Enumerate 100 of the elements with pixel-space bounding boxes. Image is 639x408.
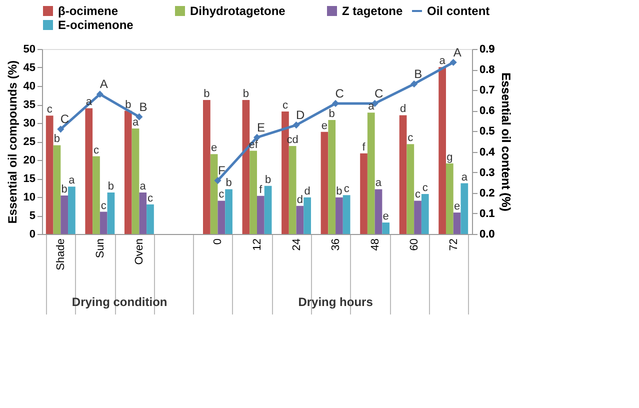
data-label: b — [204, 88, 210, 100]
data-label: e — [210, 142, 218, 154]
data-label: a — [439, 55, 446, 68]
data-label: b — [264, 174, 272, 186]
data-label: b — [328, 108, 335, 120]
y-tick-label: 20 — [23, 154, 36, 166]
x-tick-label: 12 — [252, 238, 264, 251]
data-label: b — [226, 177, 232, 190]
text: Drying hours — [298, 295, 374, 309]
data-label: f — [259, 184, 264, 196]
data-label: c — [93, 144, 100, 156]
y2-tick-label: 0.5 — [480, 126, 495, 138]
y-tick-label: 40 — [23, 80, 36, 92]
data-label: a — [140, 180, 147, 193]
y-tick-label: 45 — [23, 62, 36, 74]
data-label: c — [218, 188, 225, 201]
data-label: a — [132, 116, 140, 129]
bar — [124, 110, 132, 234]
bar — [107, 192, 115, 234]
data-label: a — [461, 171, 468, 184]
bar — [100, 212, 108, 234]
y-tick-label: 10 — [23, 192, 36, 204]
data-label: A — [100, 77, 108, 92]
point — [410, 80, 418, 88]
data-label: b — [54, 133, 60, 146]
data-label: c — [46, 104, 53, 116]
data-label: b — [125, 98, 132, 111]
data-label: b — [108, 180, 114, 193]
bar — [218, 200, 226, 234]
data-label: c — [408, 132, 414, 144]
bar — [320, 132, 328, 234]
data-label: b — [242, 88, 250, 100]
y-tick-label: 5 — [29, 210, 36, 222]
bar — [257, 196, 264, 234]
x-tick-label: Oven — [134, 238, 146, 265]
bar — [406, 144, 414, 234]
point — [214, 177, 222, 184]
legend-label: Z tagetone — [342, 4, 403, 18]
y-tick-label: 0 — [29, 228, 36, 240]
bar — [85, 108, 93, 234]
bar — [139, 192, 147, 234]
point — [292, 122, 300, 129]
bar — [288, 146, 296, 234]
data-label: c — [344, 183, 350, 196]
data-label: B — [414, 66, 422, 81]
x-tick-label: 48 — [369, 238, 382, 251]
bar — [264, 186, 272, 234]
y-tick-label: 25 — [23, 136, 36, 148]
bar — [250, 150, 257, 234]
data-label: d — [304, 185, 310, 198]
y2-tick-label: 0.4 — [480, 146, 496, 158]
x-tick-label: 36 — [330, 238, 342, 251]
y2-tick-label: 0.6 — [480, 105, 495, 118]
data-label: C — [374, 86, 384, 100]
bar — [296, 206, 304, 234]
data-label: D — [296, 108, 305, 122]
bar — [132, 128, 140, 234]
bar — [421, 194, 429, 234]
data-label: e — [382, 210, 389, 223]
text: Drying condition — [72, 295, 168, 309]
data-label: e — [454, 200, 460, 213]
data-label: b — [61, 184, 68, 196]
y2-tick-label: 0.8 — [480, 64, 495, 76]
y-tick-label: 50 — [23, 44, 36, 56]
y2-tick-label: 0.1 — [480, 208, 495, 220]
bar — [336, 197, 343, 234]
y2-tick-label: 0.2 — [480, 187, 495, 200]
y-tick-label: 30 — [23, 118, 36, 130]
data-label: E — [256, 120, 266, 134]
legend-label: Oil content — [427, 4, 490, 18]
data-label: d — [296, 194, 304, 206]
legend-label: E-ocimenone — [58, 18, 134, 32]
bar — [374, 189, 382, 234]
bar — [282, 112, 289, 234]
y2-tick-label: 0.7 — [480, 84, 495, 97]
data-label: b — [336, 185, 342, 198]
x-tick-label: 60 — [408, 238, 421, 251]
bar — [46, 116, 54, 234]
data-label: c — [415, 188, 422, 201]
bar — [399, 115, 407, 234]
bar — [304, 197, 311, 234]
data-label: d — [400, 103, 406, 116]
legend-label: Dihydrotagetone — [190, 4, 286, 18]
data-label: f — [362, 141, 366, 154]
bar — [53, 145, 61, 234]
bar — [60, 196, 68, 234]
data-label: C — [60, 112, 70, 126]
y-tick-label: 35 — [23, 99, 36, 111]
bar — [203, 100, 210, 234]
bar — [438, 67, 446, 234]
point — [253, 134, 261, 141]
bar — [225, 189, 232, 234]
bar — [453, 212, 461, 234]
data-label: B — [139, 100, 148, 114]
x-tick-label: 24 — [290, 238, 303, 251]
data-label: C — [335, 86, 344, 100]
bar — [446, 163, 454, 234]
data-label: c — [100, 200, 107, 212]
x-tick-label: Shade — [55, 238, 68, 270]
y2-tick-label: 0.0 — [480, 228, 495, 240]
